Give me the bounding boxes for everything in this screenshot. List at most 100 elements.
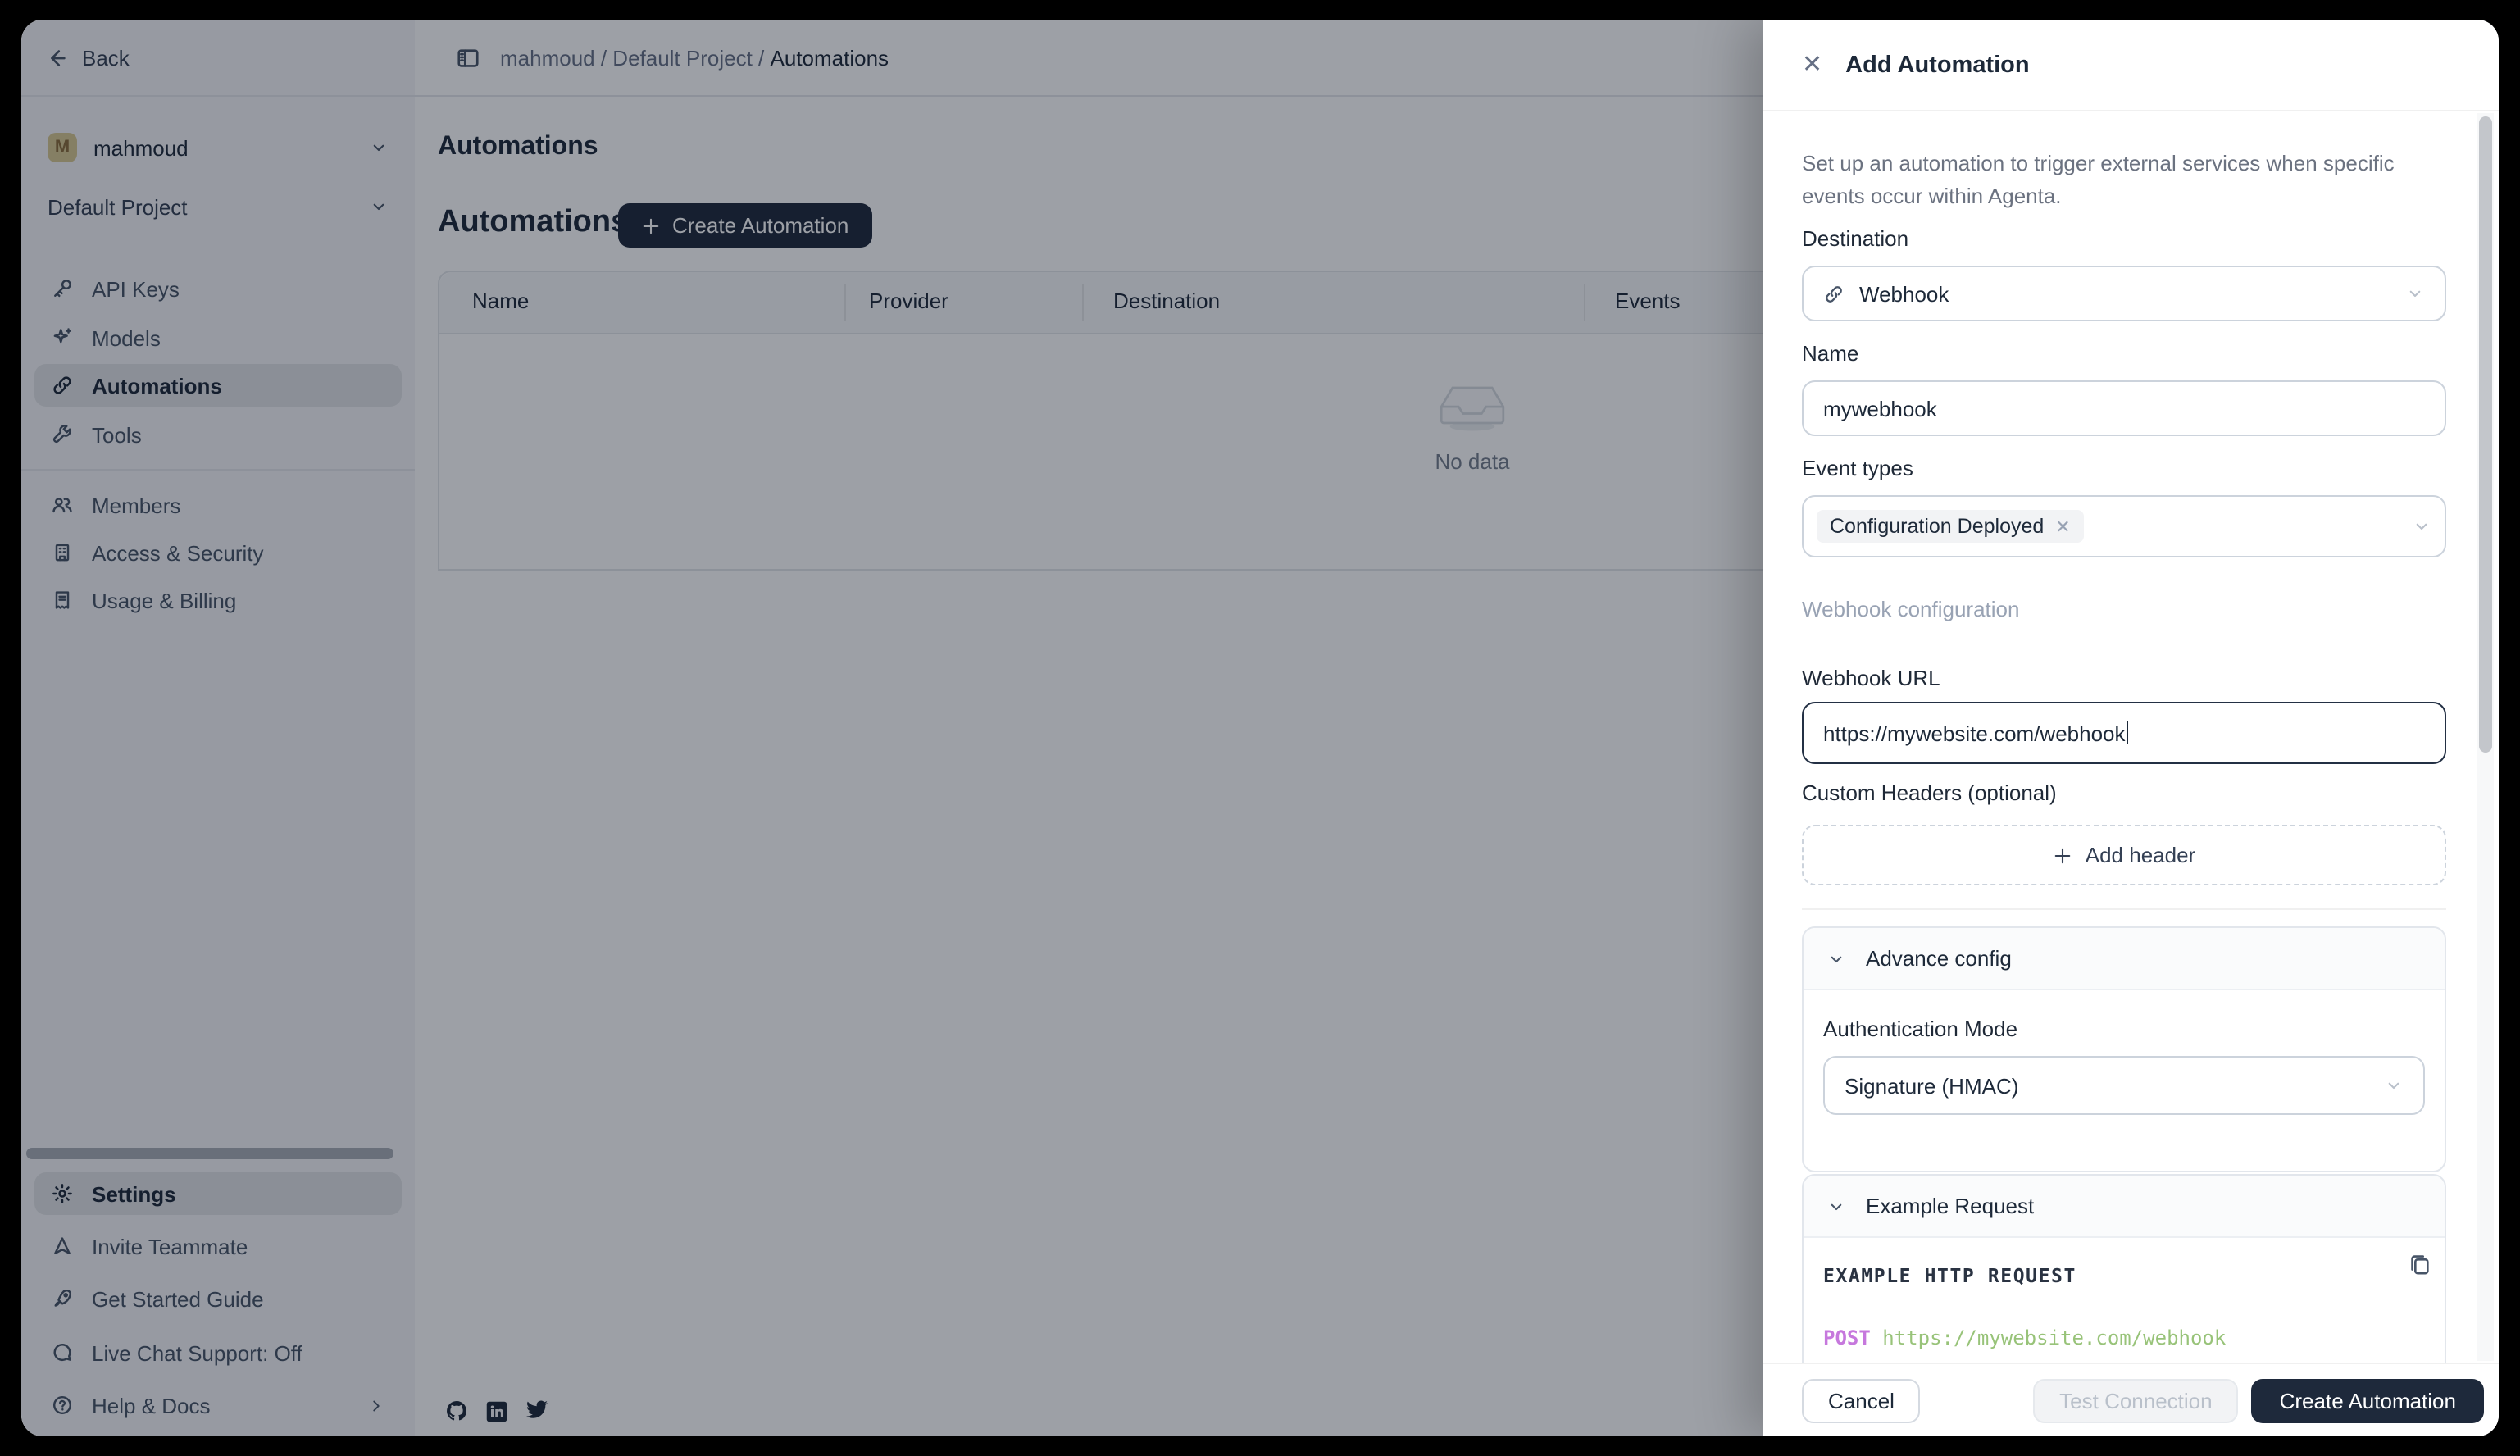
empty-state: No data: [1325, 377, 1620, 474]
column-header-name[interactable]: Name: [472, 289, 530, 313]
close-icon[interactable]: ✕: [1802, 51, 1823, 79]
sidebar-item-usage-billing[interactable]: Usage & Billing: [34, 579, 402, 621]
chevron-down-icon: [2416, 523, 2427, 530]
workspace-switcher[interactable]: M mahmoud: [21, 126, 415, 169]
sidebar-item-live-chat[interactable]: Live Chat Support: Off: [34, 1331, 402, 1374]
sidebar-item-help-docs[interactable]: Help & Docs: [34, 1384, 402, 1426]
column-header-provider[interactable]: Provider: [869, 289, 948, 313]
example-request-panel: Example Request EXAMPLE HTTP REQUEST POS…: [1802, 1174, 2446, 1363]
drawer-body: Set up an automation to trigger external…: [1763, 110, 2499, 1363]
link-icon: [53, 376, 71, 394]
webhook-config-section-title: Webhook configuration: [1802, 597, 2020, 621]
automations-table: Name Provider Destination Events: [438, 271, 1913, 571]
name-input[interactable]: mywebhook: [1802, 380, 2446, 436]
sidebar-item-label: API Keys: [92, 276, 180, 301]
back-label: Back: [82, 45, 130, 70]
event-types-select[interactable]: Configuration Deployed ✕: [1802, 495, 2446, 557]
destination-label: Destination: [1802, 226, 1909, 251]
project-name: Default Project: [48, 194, 188, 219]
test-connection-button[interactable]: Test Connection: [2033, 1378, 2239, 1422]
advance-config-body: Authentication Mode Signature (HMAC): [1804, 990, 2445, 1171]
chevron-right-icon: [373, 1399, 380, 1411]
sidebar-item-label: Usage & Billing: [92, 588, 237, 612]
sidebar-item-automations[interactable]: Automations: [34, 364, 402, 407]
example-request-header[interactable]: Example Request: [1804, 1176, 2445, 1238]
destination-select[interactable]: Webhook: [1802, 266, 2446, 321]
column-header-events[interactable]: Events: [1615, 289, 1681, 313]
cancel-button[interactable]: Cancel: [1802, 1378, 1921, 1422]
drawer-description: Set up an automation to trigger external…: [1802, 151, 2395, 209]
sidebar-item-label: Access & Security: [92, 540, 264, 565]
sidebar-item-settings[interactable]: Settings: [34, 1172, 402, 1215]
sidebar-item-label: Live Chat Support: Off: [92, 1340, 302, 1365]
chevron-down-icon: [373, 203, 384, 211]
linkedin-icon[interactable]: [485, 1399, 508, 1422]
arrow-left-icon: [51, 49, 66, 66]
drawer-scrollbar-thumb[interactable]: [2479, 116, 2492, 753]
add-header-button[interactable]: Add header: [1802, 825, 2446, 885]
twitter-icon[interactable]: [525, 1400, 549, 1422]
advance-config-header[interactable]: Advance config: [1804, 928, 2445, 990]
sidebar-item-access-security[interactable]: Access & Security: [34, 531, 402, 574]
sidebar-horizontal-scrollbar[interactable]: [26, 1148, 393, 1159]
event-type-tag-label: Configuration Deployed: [1830, 515, 2045, 538]
sidebar-item-label: Settings: [92, 1181, 176, 1206]
auth-mode-value: Signature (HMAC): [1845, 1073, 2019, 1098]
github-icon[interactable]: [444, 1399, 469, 1423]
table-header: Name Provider Destination Events: [439, 272, 1912, 334]
sidebar-toggle-icon[interactable]: [456, 45, 480, 70]
column-header-destination[interactable]: Destination: [1113, 289, 1221, 313]
gear-icon: [52, 1184, 72, 1203]
webhook-url-value: https://mywebsite.com/webhook: [1823, 721, 2126, 745]
sidebar-item-label: Tools: [92, 422, 142, 447]
advance-config-title: Advance config: [1866, 946, 2012, 971]
example-request-title: Example Request: [1866, 1194, 2035, 1218]
sparkles-icon: [53, 328, 71, 344]
code-block-label: EXAMPLE HTTP REQUEST: [1823, 1264, 2076, 1287]
http-url: https://mywebsite.com/webhook: [1882, 1326, 2227, 1349]
chevron-down-icon: [373, 144, 384, 152]
rocket-icon: [54, 1290, 71, 1307]
auth-mode-select[interactable]: Signature (HMAC): [1823, 1056, 2425, 1115]
sidebar-item-invite-teammate[interactable]: Invite Teammate: [34, 1225, 402, 1267]
page-title: Automations: [438, 133, 598, 161]
help-icon: [52, 1395, 72, 1415]
advance-config-panel: Advance config Authentication Mode Signa…: [1802, 926, 2446, 1172]
sidebar-item-label: Members: [92, 493, 181, 517]
section-divider: [1802, 908, 2446, 910]
code-request-line: POST https://mywebsite.com/webhook: [1823, 1326, 2425, 1349]
drawer-title: Add Automation: [1845, 52, 2030, 78]
project-switcher[interactable]: Default Project: [21, 185, 415, 228]
event-type-tag: Configuration Deployed ✕: [1817, 510, 2084, 543]
create-automation-submit-button[interactable]: Create Automation: [2251, 1378, 2484, 1422]
social-links: [444, 1399, 549, 1423]
sidebar: Back M mahmoud Default Project API Keys: [21, 20, 416, 1436]
sidebar-item-label: Get Started Guide: [92, 1286, 264, 1311]
sidebar-item-tools[interactable]: Tools: [34, 413, 402, 456]
key-icon: [54, 280, 71, 298]
sidebar-item-label: Help & Docs: [92, 1393, 211, 1417]
drawer-footer: Cancel Test Connection Create Automation: [1763, 1363, 2499, 1436]
name-value: mywebhook: [1823, 396, 1937, 421]
add-automation-drawer: ✕ Add Automation Set up an automation to…: [1763, 20, 2499, 1436]
sidebar-item-api-keys[interactable]: API Keys: [34, 267, 402, 310]
breadcrumb-bar: mahmoud / Default Project / Automations: [415, 20, 2499, 97]
sidebar-item-models[interactable]: Models: [34, 316, 402, 359]
tag-close-icon[interactable]: ✕: [2055, 517, 2071, 537]
breadcrumb-path[interactable]: mahmoud / Default Project /: [500, 45, 765, 70]
users-icon: [52, 498, 72, 513]
drawer-scrollbar[interactable]: [2477, 113, 2494, 1361]
webhook-url-input[interactable]: https://mywebsite.com/webhook: [1802, 702, 2446, 764]
sidebar-item-get-started[interactable]: Get Started Guide: [34, 1277, 402, 1320]
link-icon: [1826, 285, 1842, 302]
send-icon: [54, 1237, 71, 1254]
sidebar-item-members[interactable]: Members: [34, 484, 402, 526]
workspace-name: mahmoud: [93, 135, 189, 160]
back-button[interactable]: Back: [21, 20, 415, 97]
copy-icon[interactable]: [2407, 1251, 2431, 1276]
column-divider: [844, 284, 846, 321]
create-automation-button[interactable]: Create Automation: [618, 203, 872, 248]
http-method: POST: [1823, 1326, 1871, 1349]
empty-text: No data: [1435, 449, 1510, 474]
